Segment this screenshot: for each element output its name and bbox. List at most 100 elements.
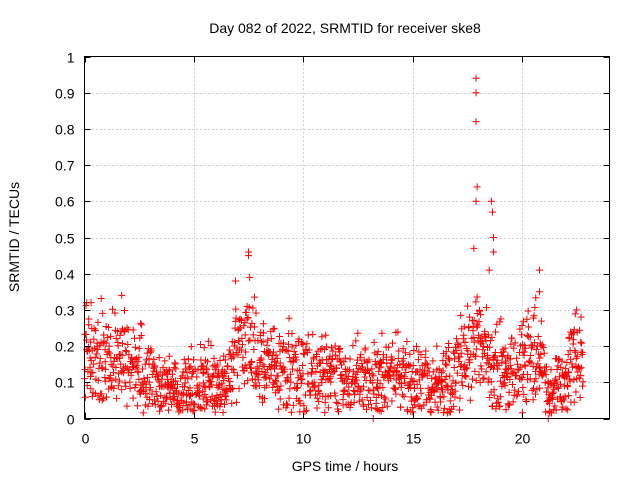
data-point	[184, 355, 192, 363]
data-point	[137, 319, 145, 327]
data-point	[308, 368, 316, 376]
data-point	[159, 364, 167, 372]
data-point	[417, 389, 425, 397]
data-point	[536, 354, 544, 362]
data-point	[468, 375, 476, 383]
data-point	[90, 360, 98, 368]
data-point	[404, 384, 412, 392]
data-point	[547, 366, 555, 374]
data-point	[446, 372, 454, 380]
data-point	[485, 356, 493, 364]
data-point	[433, 403, 441, 411]
data-point	[287, 370, 295, 378]
data-point	[536, 288, 543, 296]
data-point	[388, 397, 396, 405]
data-point	[548, 380, 556, 388]
data-point	[133, 362, 141, 370]
data-point	[346, 355, 354, 363]
data-point	[199, 369, 207, 377]
data-point	[321, 398, 329, 406]
data-point	[564, 383, 572, 391]
data-point	[531, 390, 539, 398]
data-point	[117, 360, 125, 368]
data-point	[451, 355, 459, 363]
data-point	[135, 345, 143, 353]
data-point	[578, 339, 586, 347]
data-point	[332, 351, 340, 359]
data-point	[112, 334, 120, 342]
data-point	[210, 354, 218, 362]
data-point	[549, 388, 557, 396]
data-point	[341, 386, 349, 394]
data-point	[303, 406, 311, 414]
data-point	[553, 365, 561, 373]
data-point	[263, 382, 271, 390]
data-point	[187, 343, 195, 351]
data-point	[577, 313, 585, 321]
data-point	[491, 349, 499, 357]
y-tick-label: 0.8	[55, 122, 75, 138]
data-point	[478, 365, 486, 373]
data-point	[272, 378, 280, 386]
data-point	[87, 368, 95, 376]
data-point	[309, 365, 317, 373]
data-point	[298, 376, 306, 384]
data-point	[419, 371, 427, 379]
data-point	[196, 392, 204, 400]
data-point	[156, 407, 164, 415]
data-point	[532, 375, 540, 383]
data-point	[376, 380, 384, 388]
data-point	[178, 372, 186, 380]
data-point	[560, 396, 568, 404]
data-point	[465, 383, 473, 391]
data-point	[267, 364, 275, 372]
x-axis-label: GPS time / hours	[292, 458, 399, 474]
data-point	[89, 369, 97, 377]
data-point	[305, 346, 313, 354]
data-point	[516, 325, 524, 333]
data-point	[518, 331, 526, 339]
data-point	[290, 348, 298, 356]
data-point	[509, 369, 517, 377]
data-point	[479, 342, 487, 350]
data-point	[463, 364, 471, 372]
data-point	[90, 335, 98, 343]
data-point	[90, 325, 98, 333]
data-point	[172, 377, 180, 385]
data-point	[165, 406, 173, 414]
data-point	[98, 390, 106, 398]
data-point	[518, 373, 526, 381]
data-point	[121, 379, 129, 387]
data-point	[180, 356, 188, 364]
data-point	[313, 404, 321, 412]
data-point	[191, 401, 199, 409]
data-point	[285, 340, 293, 348]
data-point	[281, 365, 289, 373]
data-point	[260, 329, 268, 337]
y-tick-label: 0.4	[55, 267, 75, 283]
data-point	[233, 398, 241, 406]
data-point	[557, 363, 565, 371]
data-point	[238, 341, 246, 349]
data-point	[237, 346, 245, 354]
y-tick-label: 0.1	[55, 375, 75, 391]
data-point	[375, 367, 383, 375]
data-point	[542, 363, 550, 371]
data-point	[379, 384, 387, 392]
data-point	[377, 359, 385, 367]
data-point	[442, 348, 450, 356]
data-point	[437, 398, 445, 406]
data-point	[284, 347, 292, 355]
data-point	[414, 356, 422, 364]
data-point	[406, 384, 414, 392]
data-point	[99, 394, 107, 402]
data-point	[529, 396, 537, 404]
data-point	[420, 366, 428, 374]
data-point	[151, 362, 159, 370]
data-point	[158, 401, 166, 409]
data-point	[365, 356, 373, 364]
data-point	[542, 408, 550, 416]
data-point	[189, 407, 197, 415]
data-point	[399, 345, 407, 353]
data-point	[102, 339, 110, 347]
